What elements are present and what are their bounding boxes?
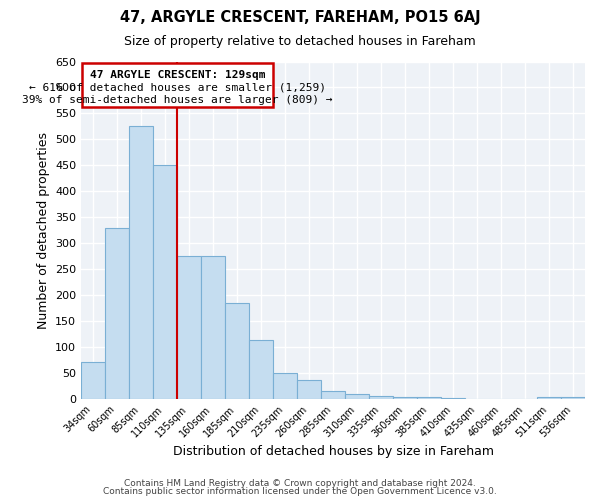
Text: Contains public sector information licensed under the Open Government Licence v3: Contains public sector information licen… — [103, 487, 497, 496]
Text: 39% of semi-detached houses are larger (809) →: 39% of semi-detached houses are larger (… — [22, 94, 333, 104]
Bar — [81, 362, 105, 399]
Bar — [345, 394, 369, 399]
Text: Size of property relative to detached houses in Fareham: Size of property relative to detached ho… — [124, 35, 476, 48]
Text: ← 61% of detached houses are smaller (1,259): ← 61% of detached houses are smaller (1,… — [29, 82, 326, 92]
Bar — [249, 340, 273, 399]
Text: 47, ARGYLE CRESCENT, FAREHAM, PO15 6AJ: 47, ARGYLE CRESCENT, FAREHAM, PO15 6AJ — [119, 10, 481, 25]
Bar — [273, 373, 297, 399]
X-axis label: Distribution of detached houses by size in Fareham: Distribution of detached houses by size … — [173, 444, 494, 458]
Bar — [105, 228, 129, 399]
FancyBboxPatch shape — [82, 62, 273, 107]
Y-axis label: Number of detached properties: Number of detached properties — [37, 132, 50, 329]
Bar — [153, 166, 177, 399]
Bar — [129, 126, 153, 399]
Bar — [201, 256, 225, 399]
Bar — [321, 392, 345, 399]
Bar — [177, 256, 201, 399]
Bar — [537, 397, 561, 399]
Bar — [441, 398, 465, 399]
Bar — [369, 396, 393, 399]
Bar — [417, 396, 441, 399]
Text: Contains HM Land Registry data © Crown copyright and database right 2024.: Contains HM Land Registry data © Crown c… — [124, 478, 476, 488]
Bar — [561, 397, 585, 399]
Bar — [393, 396, 417, 399]
Bar — [297, 380, 321, 399]
Text: 47 ARGYLE CRESCENT: 129sqm: 47 ARGYLE CRESCENT: 129sqm — [90, 70, 265, 80]
Bar — [225, 303, 249, 399]
